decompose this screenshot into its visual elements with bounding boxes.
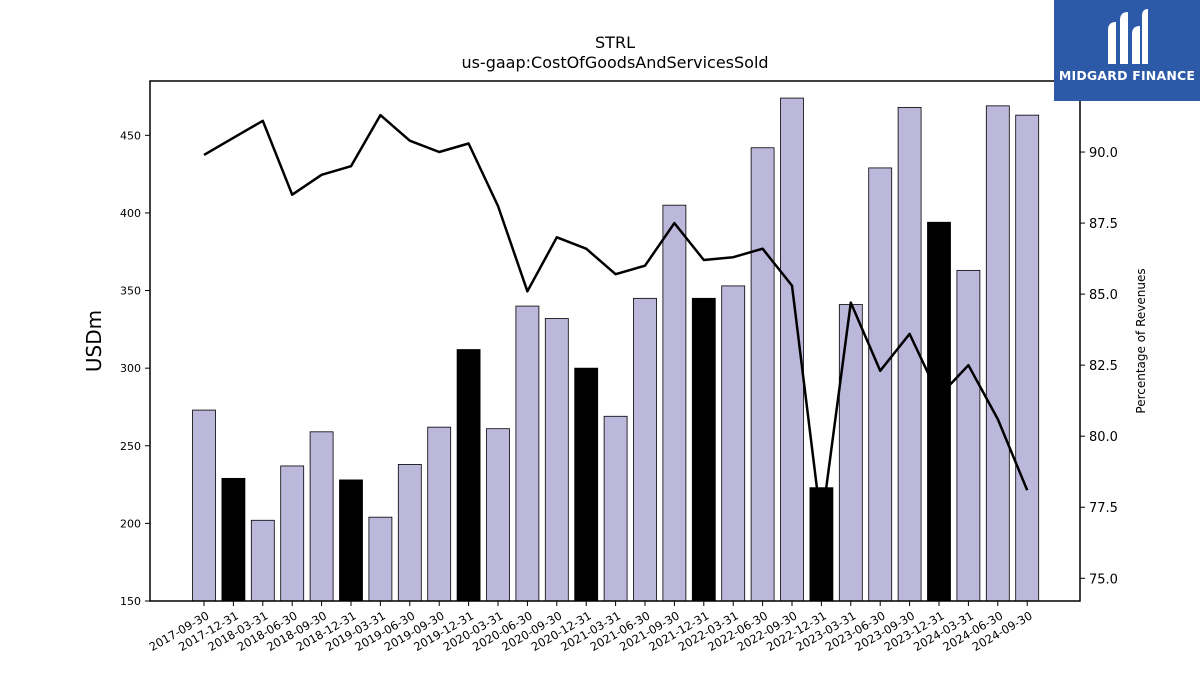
bar-2023-12-31: [927, 221, 951, 602]
bar-2023-06-30: [868, 167, 893, 602]
bar-2018-12-31: [339, 479, 363, 602]
y2-tick-label-82.5: 82.5: [1089, 359, 1118, 374]
plot-frame: [149, 80, 1081, 602]
bar-2019-09-30: [427, 426, 452, 602]
line-series: [203, 113, 1029, 526]
bar-2022-12-31: [809, 487, 834, 602]
y-tick-label-150: 150: [120, 595, 141, 608]
y2-tick-label-75: 75.0: [1089, 572, 1118, 587]
y2-tick-label-77.5: 77.5: [1089, 501, 1118, 516]
y-tick-label-450: 450: [120, 129, 141, 142]
bar-2021-09-30: [662, 204, 687, 602]
y2-tick-label-87.5: 87.5: [1089, 217, 1118, 232]
bar-2020-09-30: [544, 318, 569, 602]
bar-2018-03-31: [250, 519, 275, 602]
x-axis: 2017-09-302017-12-312018-03-312018-06-30…: [147, 601, 1035, 654]
y-axis-right: 75.0 77.5 80.0 82.5 85.0 87.5 90.0: [1080, 146, 1118, 587]
y-tick-label-350: 350: [120, 285, 141, 298]
bar-2018-09-30: [309, 431, 334, 602]
y-tick-label-400: 400: [120, 207, 141, 220]
y-axis-left: 150 200 250 300 350 400 450: [120, 129, 150, 608]
bar-2024-09-30: [1015, 114, 1040, 602]
bar-2020-12-31: [574, 367, 599, 602]
y-tick-label-300: 300: [120, 362, 141, 375]
bar-2017-09-30: [192, 409, 216, 602]
y-tick-label-250: 250: [120, 440, 141, 453]
brand-logo: MIDGARD FINANCE: [1054, 0, 1200, 101]
bar-2022-03-31: [721, 285, 746, 602]
bar-2019-06-30: [397, 464, 422, 602]
bars-group: [192, 97, 1040, 602]
chart-subtitle: us-gaap:CostOfGoodsAndServicesSold: [461, 53, 768, 72]
bar-2019-03-31: [368, 516, 393, 602]
y2-tick-label-90: 90.0: [1089, 146, 1118, 161]
bar-2018-06-30: [280, 465, 305, 602]
bar-2019-12-31: [456, 349, 481, 602]
bar-2021-06-30: [633, 297, 657, 602]
y-tick-label-200: 200: [120, 517, 141, 530]
y2-tick-label-80: 80.0: [1089, 430, 1118, 445]
bar-2021-03-31: [603, 415, 628, 602]
line-group: [203, 113, 1029, 526]
bar-2022-06-30: [750, 147, 775, 602]
logo-mark-icon: [1108, 9, 1148, 64]
y2-tick-label-85: 85.0: [1089, 288, 1118, 303]
bar-2020-06-30: [515, 305, 540, 602]
bar-2017-12-31: [221, 477, 246, 602]
chart-title: STRL: [595, 33, 635, 52]
bar-2024-06-30: [985, 105, 1010, 602]
bar-2020-03-31: [486, 428, 510, 602]
bar-2024-03-31: [956, 269, 981, 602]
y2-axis-label: Percentage of Revenues: [1134, 268, 1148, 413]
bar-2021-12-31: [691, 297, 716, 602]
logo-text: MIDGARD FINANCE: [1058, 68, 1196, 83]
y-axis-label: USDm: [82, 310, 106, 372]
bar-2023-09-30: [897, 106, 922, 602]
bar-2023-03-31: [838, 304, 863, 602]
